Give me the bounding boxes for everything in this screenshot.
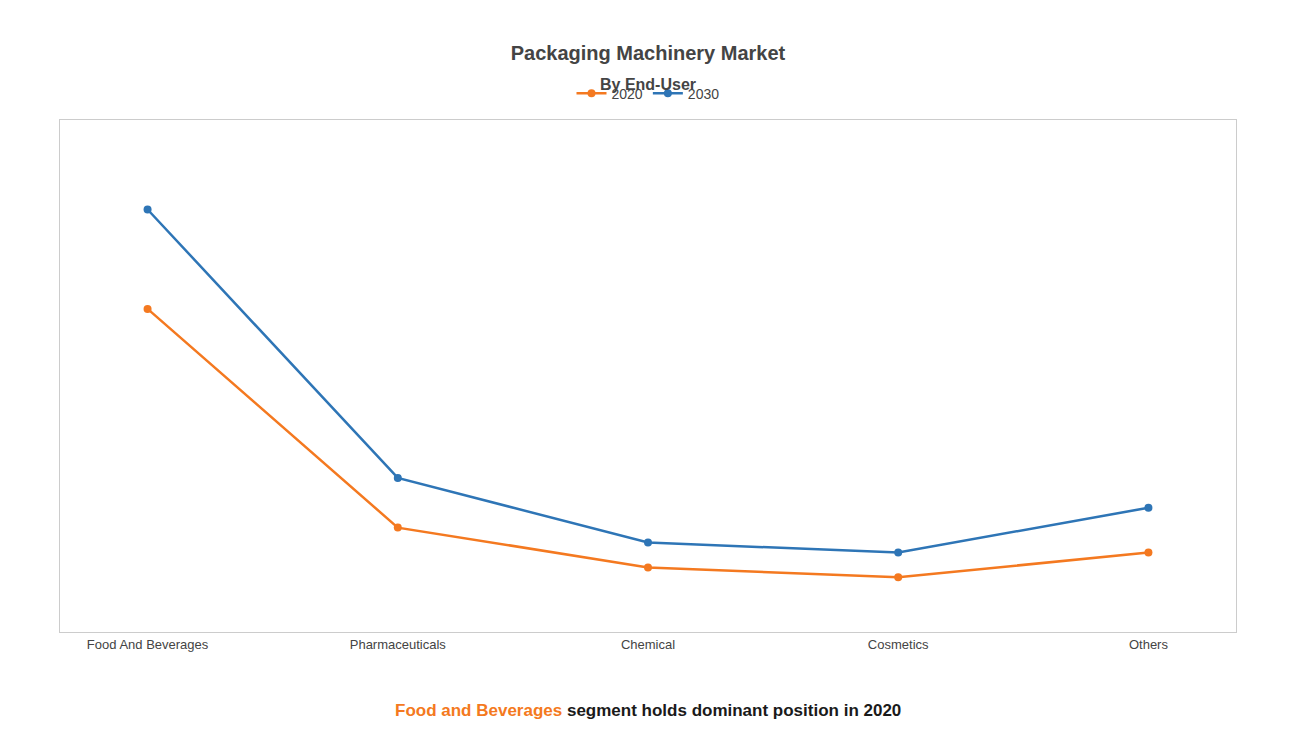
svg-text:Cosmetics: Cosmetics <box>868 637 929 652</box>
svg-text:By End-User: By End-User <box>600 76 696 93</box>
svg-text:Food and Beverages segment hol: Food and Beverages segment holds dominan… <box>395 701 901 720</box>
svg-text:Chemical: Chemical <box>621 637 675 652</box>
svg-text:Pharmaceuticals: Pharmaceuticals <box>350 637 447 652</box>
svg-text:2020: 2020 <box>612 86 643 102</box>
svg-text:2030: 2030 <box>688 86 719 102</box>
svg-text:Packaging Machinery Market: Packaging Machinery Market <box>511 42 786 64</box>
svg-text:Food And Beverages: Food And Beverages <box>87 637 209 652</box>
svg-text:Others: Others <box>1129 637 1169 652</box>
